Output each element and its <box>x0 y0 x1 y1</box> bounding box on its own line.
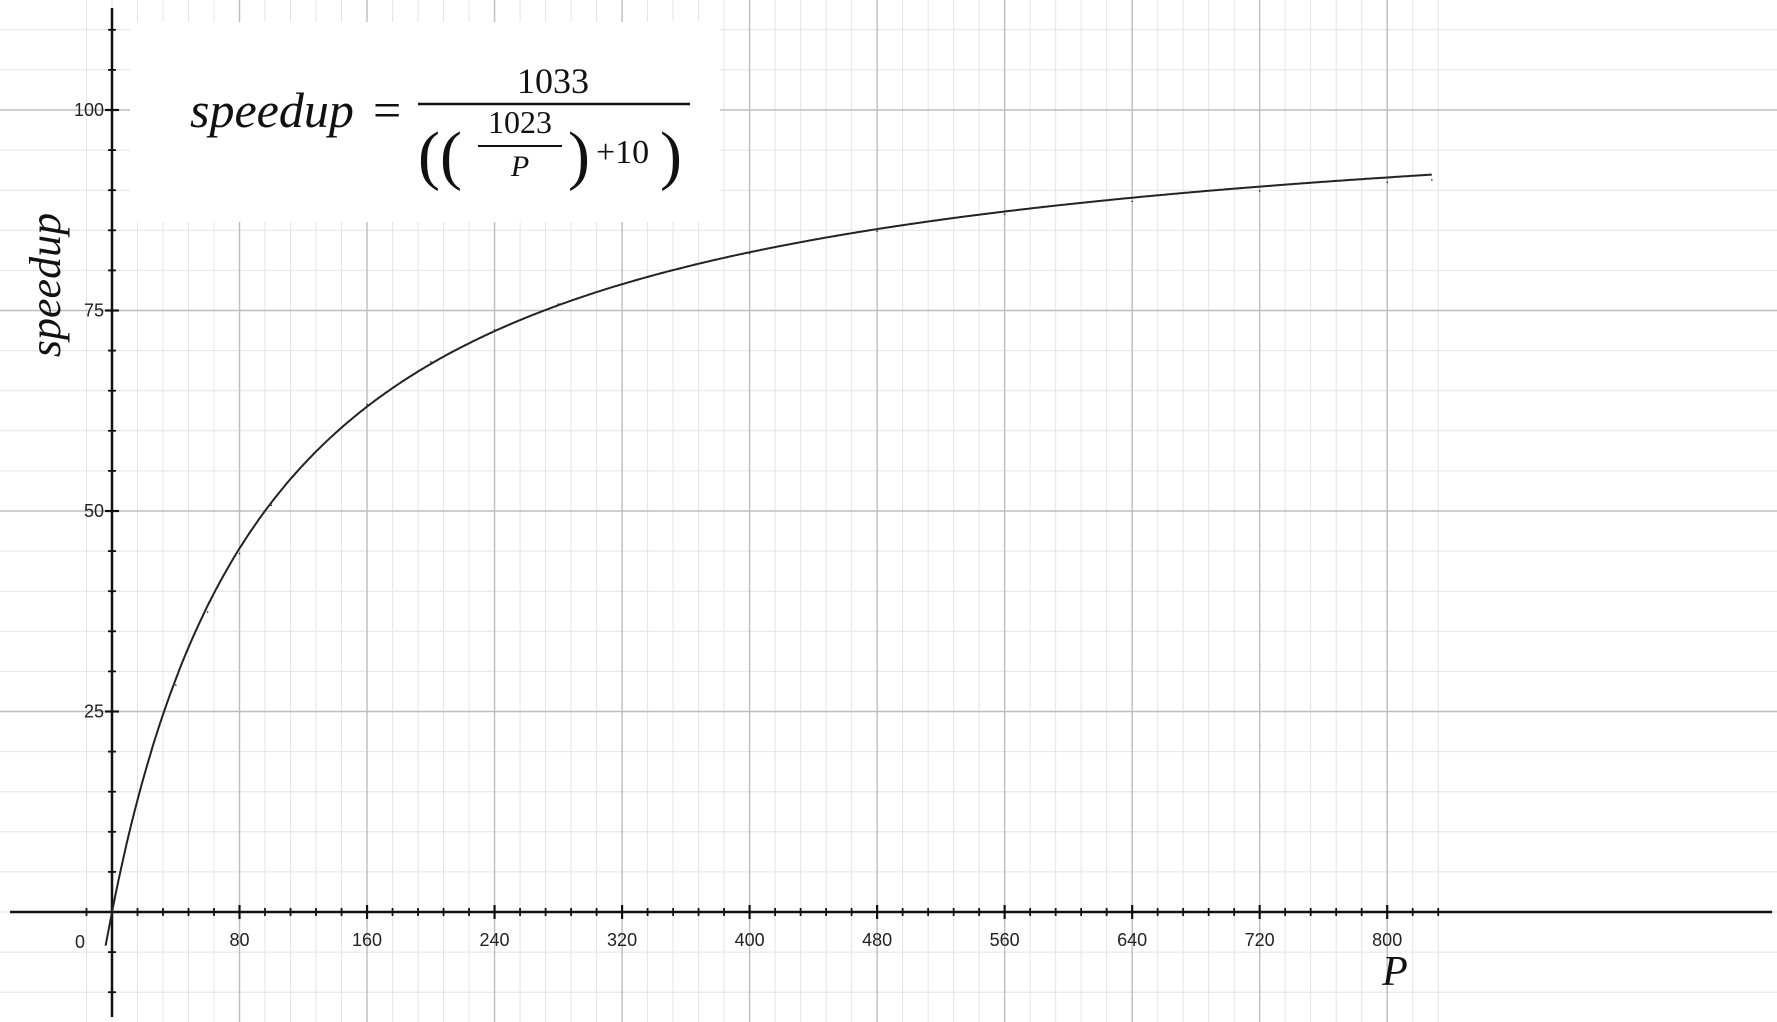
x-tick-label-320: 320 <box>607 930 637 950</box>
curve-point-800 <box>1386 181 1388 183</box>
x-axis-title: P <box>1381 949 1408 995</box>
y-tick-labels: 25 50 75 100 <box>74 100 104 722</box>
x-tick-label-160: 160 <box>352 930 382 950</box>
curve-point-100 <box>270 504 273 507</box>
curve-point-120 <box>302 463 305 466</box>
curve-point-240 <box>493 328 496 331</box>
curve-point-0 <box>111 911 113 913</box>
x-tick-label-480: 480 <box>862 930 892 950</box>
curve-point-320 <box>621 283 623 285</box>
formula-lhs: speedup <box>190 82 354 138</box>
y-tick-label-25: 25 <box>84 702 104 722</box>
curve-point-80 <box>238 552 241 555</box>
curve-point-10 <box>127 837 129 840</box>
curve-point-828 <box>1431 178 1433 181</box>
formula-close-inner-paren: ) <box>568 119 590 192</box>
y-tick-label-50: 50 <box>84 501 104 521</box>
x-tick-label-560: 560 <box>990 930 1020 950</box>
formula-close-outer-paren: ) <box>660 119 682 192</box>
x-tick-label-400: 400 <box>735 930 765 950</box>
curve-point-200 <box>430 361 432 363</box>
curve-point-640 <box>1131 200 1133 203</box>
curve-point-160 <box>366 403 368 406</box>
curve-point-560 <box>1003 213 1006 216</box>
curve-point-40 <box>174 684 177 686</box>
x-tick-label-80: 80 <box>230 930 250 950</box>
x-tick-label-240: 240 <box>480 930 510 950</box>
curve-point-60 <box>206 611 209 613</box>
formula-plus-term: +10 <box>596 134 649 171</box>
speedup-curve <box>104 173 1432 946</box>
formula-inner-numerator: 1023 <box>488 104 552 140</box>
formula-background <box>130 22 720 222</box>
x-tick-labels: 80 160 240 320 400 480 560 640 720 800 <box>230 930 1403 950</box>
x-tick-label-800: 800 <box>1372 930 1402 950</box>
y-axis-title: speedup <box>21 213 70 357</box>
curve-point-20 <box>143 776 145 779</box>
x-tick-label-640: 640 <box>1117 930 1147 950</box>
x-tick-label-720: 720 <box>1245 930 1275 950</box>
curve-point-280 <box>557 303 560 305</box>
y-tick-label-100: 100 <box>74 100 104 120</box>
y-tick-label-75: 75 <box>84 301 104 321</box>
origin-label: 0 <box>75 932 85 952</box>
formula-equals: = <box>373 82 401 138</box>
curve-layer <box>104 173 1433 946</box>
curve-point-400 <box>748 252 751 255</box>
curve-point-480 <box>876 230 878 232</box>
formula-open-parens: (( <box>418 119 462 192</box>
axes <box>10 8 1772 1017</box>
curve-point-720 <box>1258 190 1261 192</box>
formula-numerator: 1033 <box>517 61 589 101</box>
formula-inner-denominator: P <box>510 150 529 183</box>
formula: speedup = 1033 (( 1023 P ) +10 ) <box>190 61 690 192</box>
